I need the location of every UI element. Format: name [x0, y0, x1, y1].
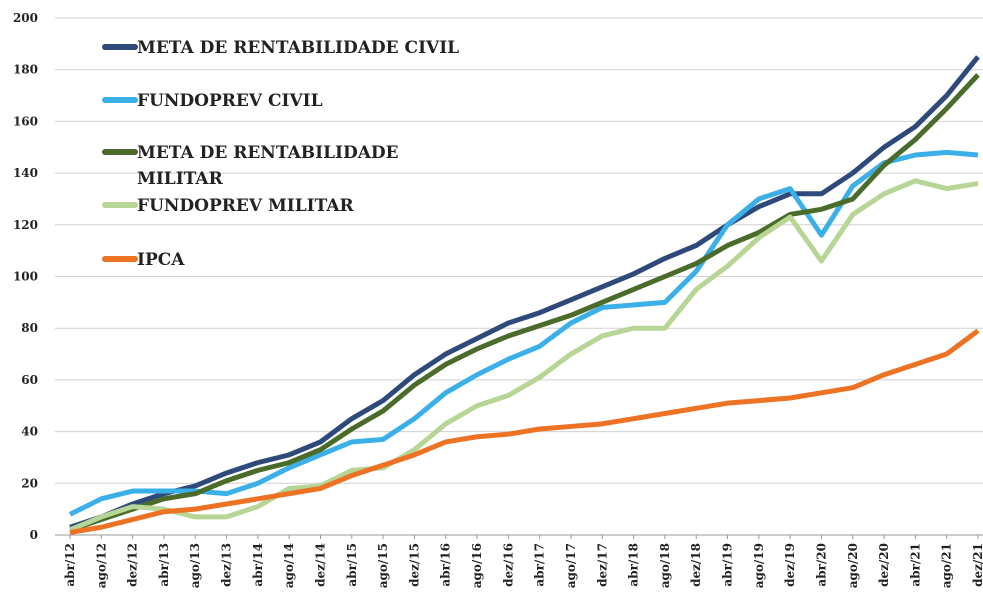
legend-label: FUNDOPREV CIVIL — [137, 91, 323, 111]
x-tick-label: ago/16 — [470, 543, 484, 588]
x-tick-label: dez/13 — [220, 543, 234, 587]
legend-line: MILITAR — [137, 169, 224, 189]
legend-label: META DE RENTABILIDADE MILITAR — [137, 143, 399, 189]
x-tick-label: abr/15 — [345, 543, 359, 587]
x-tick-label: abr/19 — [721, 543, 735, 587]
x-tick-label: ago/15 — [376, 543, 390, 588]
y-tick-label: 200 — [13, 11, 38, 25]
x-tick-label: abr/13 — [157, 543, 171, 587]
y-tick-label: 100 — [13, 270, 38, 284]
y-tick-label: 160 — [13, 114, 38, 128]
y-tick-label: 40 — [21, 425, 38, 439]
x-tick-label: abr/14 — [251, 543, 265, 587]
x-tick-label: ago/18 — [658, 543, 672, 588]
y-tick-label: 180 — [13, 63, 38, 77]
x-tick-label: dez/20 — [877, 543, 891, 587]
x-tick-label: dez/12 — [126, 543, 140, 587]
series-line — [69, 178, 979, 533]
x-tick-label: abr/21 — [908, 543, 922, 587]
x-tick-label: abr/12 — [63, 543, 77, 587]
legend-label: FUNDOPREV MILITAR — [137, 196, 355, 216]
legend-label: IPCA — [137, 250, 185, 270]
series-line — [69, 55, 980, 530]
x-tick-label: abr/16 — [439, 543, 453, 587]
x-tick-label: dez/16 — [501, 543, 515, 587]
y-tick-label: 20 — [21, 476, 38, 490]
x-tick-label: ago/13 — [188, 543, 202, 588]
x-tick-label: dez/21 — [971, 543, 983, 587]
y-tick-label: 140 — [13, 166, 38, 180]
y-tick-label: 0 — [30, 528, 38, 542]
x-tick-label: abr/17 — [533, 543, 547, 587]
series-line — [68, 149, 979, 517]
x-tick-label: dez/17 — [595, 543, 609, 587]
x-tick-label: dez/14 — [313, 543, 327, 587]
x-tick-label: ago/21 — [940, 543, 954, 588]
legend-line: META DE RENTABILIDADE — [137, 143, 399, 163]
y-tick-label: 80 — [21, 321, 38, 335]
x-tick-label: dez/15 — [407, 543, 421, 587]
x-tick-label: ago/20 — [846, 543, 860, 588]
x-tick-label: ago/19 — [752, 543, 766, 588]
x-tick-label: ago/17 — [564, 543, 578, 588]
y-tick-label: 120 — [13, 218, 38, 232]
y-tick-label: 60 — [21, 373, 38, 387]
x-tick-label: ago/12 — [94, 543, 108, 588]
x-tick-label: abr/18 — [627, 543, 641, 587]
legend-label: META DE RENTABILIDADE CIVIL — [137, 38, 459, 58]
x-tick-label: ago/14 — [282, 543, 296, 588]
series-line — [69, 328, 980, 535]
x-tick-label: abr/20 — [814, 543, 828, 587]
x-tick-label: dez/18 — [689, 543, 703, 587]
x-tick-label: dez/19 — [783, 543, 797, 587]
series-line — [69, 73, 980, 533]
